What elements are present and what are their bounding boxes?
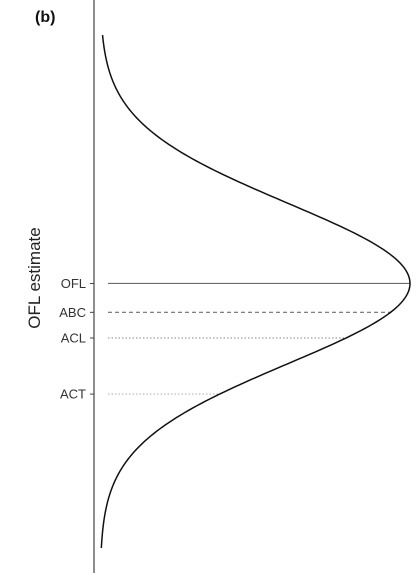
y-tick-label-ofl: OFL xyxy=(61,276,86,291)
y-axis-title: OFL estimate xyxy=(25,227,44,328)
y-tick-label-abc: ABC xyxy=(59,305,86,320)
y-tick-label-act: ACT xyxy=(60,387,86,402)
tick-labels: OFL ABC ACL ACT xyxy=(59,276,94,402)
panel-label: (b) xyxy=(35,9,55,26)
reference-lines xyxy=(108,282,410,395)
y-tick-label-acl: ACL xyxy=(61,330,86,345)
density-curve xyxy=(100,34,411,549)
